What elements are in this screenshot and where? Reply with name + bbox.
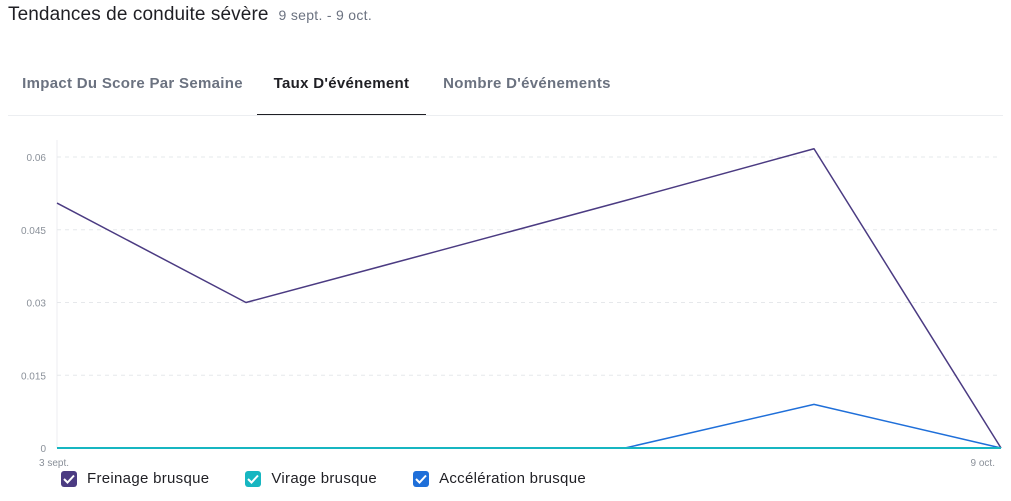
tab-event-rate[interactable]: Taux D'événement <box>257 58 426 115</box>
y-tick-label: 0.03 <box>27 299 47 310</box>
x-tick-label: 9 oct. <box>971 458 995 469</box>
y-tick-label: 0.045 <box>21 226 46 237</box>
date-range: 9 sept. - 9 oct. <box>278 7 373 23</box>
chart-header: Tendances de conduite sévère 9 sept. - 9… <box>8 4 372 26</box>
legend-item-virage[interactable]: Virage brusque <box>245 470 377 487</box>
legend-item-freinage[interactable]: Freinage brusque <box>61 470 209 487</box>
legend-label: Virage brusque <box>271 470 378 487</box>
checkbox-icon[interactable] <box>61 470 77 487</box>
legend-label: Accélération brusque <box>439 470 586 487</box>
x-tick-label: 3 sept. <box>39 458 69 469</box>
page-title: Tendances de conduite sévère <box>8 4 269 25</box>
line-chart: 0 0.015 0.03 0.045 0.06 3 sept. 9 oct. <box>21 140 1002 469</box>
x-axis-ticks: 3 sept. 9 oct. <box>39 458 995 469</box>
tab-score-impact[interactable]: Impact Du Score Par Semaine <box>22 75 243 92</box>
series-line-0 <box>56 148 1002 449</box>
tab-event-count[interactable]: Nombre D'événements <box>443 75 611 92</box>
legend-label: Freinage brusque <box>87 470 210 487</box>
tab-bar: Impact Du Score Par Semaine Taux D'événe… <box>8 58 1003 116</box>
y-axis-ticks: 0 0.015 0.03 0.045 0.06 <box>21 153 46 455</box>
y-tick-label: 0.015 <box>21 371 46 382</box>
y-tick-label: 0.06 <box>27 153 47 164</box>
chart-legend: Freinage brusque Virage brusque Accéléra… <box>61 470 622 487</box>
checkbox-icon[interactable] <box>413 470 430 487</box>
series-line-2 <box>57 403 1002 449</box>
legend-item-acceleration[interactable]: Accélération brusque <box>413 470 586 487</box>
checkbox-icon[interactable] <box>245 470 262 487</box>
chart-grid <box>56 140 1001 448</box>
y-tick-label: 0 <box>40 444 46 455</box>
chart-series <box>56 148 1002 449</box>
